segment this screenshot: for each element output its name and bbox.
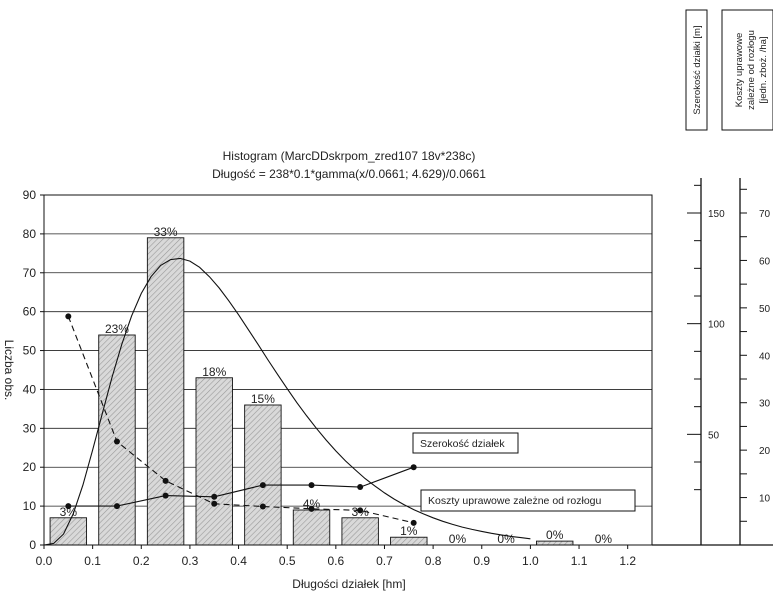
x-tick-label: 1.1 [571, 554, 588, 568]
bar-percent-label: 18% [202, 365, 226, 379]
y-tick-label: 0 [29, 538, 36, 552]
series-point-costs [357, 507, 364, 514]
right-axis-costs-tick-label: 20 [759, 446, 771, 457]
series-line-width [68, 466, 414, 507]
series-point-costs [113, 438, 120, 445]
right-axis-width-ticks: 150 100 50 [687, 184, 725, 491]
bar-percent-label: 33% [154, 225, 178, 239]
bar-percent-label: 0% [546, 528, 564, 542]
right-axis-costs-tick-label: 30 [759, 399, 771, 410]
plot-frame [43, 194, 653, 546]
series-point-costs [259, 503, 266, 510]
x-axis-ticks: 0.0 0.1 0.2 0.3 0.4 0.5 0.6 0.7 0.8 0.9 1.0 1.1 1.2 [36, 545, 636, 568]
legend-box-width [412, 432, 519, 454]
x-tick-label: 0.9 [473, 554, 490, 568]
legend-box-costs [420, 489, 636, 512]
x-tick-label: 1.2 [619, 554, 636, 568]
right-axis-costs: Koszty uprawowe zależne od rozłogu [jedn… [721, 9, 773, 546]
chart-subtitle: Długość = 238*0.1*gamma(x/0.0661; 4.629)… [212, 167, 486, 181]
series-point-width [357, 484, 364, 491]
y-tick-label: 30 [23, 421, 37, 435]
right-axis-costs-tick-label: 50 [759, 304, 771, 315]
bar-percent-label: 23% [105, 322, 129, 336]
legend-label-costs: Koszty uprawowe zależne od rozłogu [428, 495, 602, 507]
right-axis-costs-tick-label: 60 [759, 256, 771, 267]
series-point-width [211, 493, 218, 500]
right-axis-costs-title-box [721, 9, 773, 131]
series-point-width [259, 482, 266, 489]
x-tick-label: 1.0 [522, 554, 539, 568]
right-axis-costs-title-line1: Koszty uprawowe [734, 33, 745, 107]
right-axis-costs-tick-label: 40 [759, 351, 771, 362]
secondary-series [65, 313, 417, 526]
x-tick-label: 0.4 [230, 554, 247, 568]
x-tick-label: 0.8 [425, 554, 442, 568]
bar-percent-label: 4% [303, 497, 321, 511]
y-tick-label: 90 [23, 188, 37, 202]
series-point-width [410, 464, 417, 471]
y-axis-label: Liczba obs. [2, 340, 16, 401]
chart-title: Histogram (MarcDDskrpom_zred107 18v*238c… [223, 149, 476, 163]
x-tick-label: 0.3 [182, 554, 199, 568]
x-tick-label: 0.0 [36, 554, 53, 568]
x-axis-label: Długości działek [hm] [292, 577, 405, 591]
y-tick-label: 20 [23, 460, 37, 474]
histogram-bar [292, 509, 331, 546]
series-point-costs [410, 519, 417, 526]
bar-percent-label: 0% [449, 532, 467, 546]
x-tick-label: 0.7 [376, 554, 393, 568]
series-point-width [65, 503, 72, 510]
series-point-width [113, 503, 120, 510]
right-axis-costs-tick-label: 70 [759, 209, 771, 220]
bar-percent-label: 0% [595, 532, 613, 546]
right-axis-width: Szerokość działki [m] 150 100 50 [685, 9, 725, 545]
histogram-bar [341, 517, 379, 546]
right-axis-costs-ticks: 70 60 50 40 30 20 10 [740, 188, 771, 546]
x-tick-label: 0.6 [327, 554, 344, 568]
series-point-costs [65, 313, 72, 320]
series-point-costs [162, 477, 169, 484]
y-tick-label: 70 [23, 266, 37, 280]
right-axis-width-tick-label: 50 [708, 430, 720, 441]
histogram-bar [244, 404, 282, 546]
legend-label-width: Szerokość działek [420, 438, 505, 450]
bar-percent-label: 1% [400, 524, 418, 538]
right-axis-costs-tick-label: 10 [759, 494, 771, 505]
series-point-costs [211, 500, 218, 507]
y-axis-ticks: 0 10 20 30 40 50 60 70 80 90 [23, 188, 44, 552]
right-axis-width-title: Szerokość działki [m] [692, 25, 703, 114]
histogram-bar [195, 377, 233, 546]
series-point-costs [308, 505, 315, 512]
right-axis-width-tick-label: 100 [708, 320, 725, 331]
y-tick-label: 10 [23, 499, 37, 513]
histogram-bar [390, 536, 428, 546]
fit-curve [43, 257, 531, 546]
y-tick-label: 80 [23, 227, 37, 241]
bar-percent-label: 15% [251, 392, 275, 406]
y-tick-label: 40 [23, 382, 37, 396]
x-tick-label: 0.5 [279, 554, 296, 568]
grid-lines [44, 233, 652, 507]
y-tick-label: 60 [23, 305, 37, 319]
right-axis-costs-title-line2: zależne od rozłogu [746, 30, 757, 110]
series-line-costs [67, 316, 414, 524]
right-axis-costs-title-line3: [jedn. zboż. /ha] [758, 36, 769, 103]
series-point-width [162, 492, 169, 499]
y-tick-label: 50 [23, 344, 37, 358]
series-point-width [308, 482, 315, 489]
x-tick-label: 0.2 [133, 554, 150, 568]
right-axis-width-title-box [685, 9, 708, 131]
bar-percent-label: 0% [497, 532, 515, 546]
bar-labels: 3%23%33%18%15%4%3%1%0%0%0%0% [60, 225, 613, 546]
x-tick-label: 0.1 [84, 554, 101, 568]
right-axis-width-tick-label: 150 [708, 209, 725, 220]
